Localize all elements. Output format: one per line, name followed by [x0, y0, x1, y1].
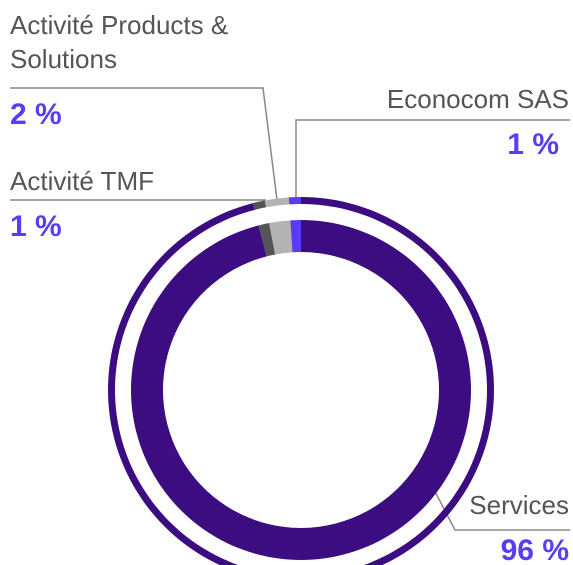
- value-label: 2 %: [10, 98, 62, 131]
- category-label: Services: [469, 490, 569, 520]
- donut-segment: [269, 220, 293, 255]
- donut-segment: [290, 220, 301, 253]
- leader-line: [429, 481, 570, 531]
- donut-segment: [131, 220, 472, 561]
- outer-ring-segment: [253, 200, 267, 210]
- outer-ring-segment: [264, 197, 290, 208]
- value-label: 96 %: [500, 534, 569, 565]
- category-label: Activité TMF: [10, 166, 154, 196]
- donut-segment: [258, 223, 276, 257]
- leader-line: [295, 119, 570, 200]
- category-label: Econocom SAS: [386, 84, 569, 114]
- outer-ring-segment: [288, 197, 301, 205]
- outer-ring-segment: [108, 197, 494, 565]
- value-label: 1 %: [507, 128, 559, 161]
- category-label: Activité Products & Solutions: [10, 10, 229, 74]
- value-label: 1 %: [10, 210, 62, 243]
- leader-line: [10, 87, 278, 201]
